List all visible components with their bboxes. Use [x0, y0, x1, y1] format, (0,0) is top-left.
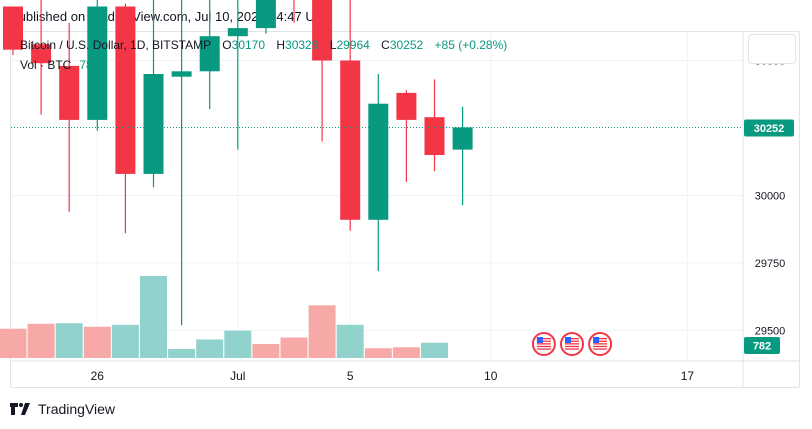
volume-bar — [392, 347, 420, 358]
volume-bar — [0, 328, 27, 358]
y-tick-label: 30000 — [755, 191, 786, 203]
volume-bar — [27, 323, 55, 358]
x-tick-label: 10 — [484, 369, 498, 383]
candle-body — [115, 6, 136, 174]
candle-body — [368, 103, 389, 220]
volume-bar — [308, 305, 336, 358]
x-tick-label: 17 — [681, 369, 695, 383]
candle-body — [312, 0, 333, 61]
candle-body — [143, 74, 164, 174]
footer-brand-name: TradingView — [38, 401, 116, 417]
candle-body — [340, 60, 361, 220]
volume-bar — [252, 343, 280, 358]
candle-body — [3, 6, 23, 50]
volume-bar — [140, 276, 167, 358]
volume-bar — [364, 348, 392, 358]
legend-high-label: H — [276, 38, 286, 52]
candle-body — [452, 127, 473, 150]
us-flag-icon — [560, 332, 584, 356]
candle-body — [199, 36, 220, 72]
chart-settings-button[interactable] — [748, 34, 796, 64]
candle-body — [87, 6, 108, 120]
volume-value: 782 — [79, 58, 100, 72]
legend-symbol: Bitcoin / U.S. Dollar, 1D, BITSTAMP — [20, 38, 211, 52]
y-tick-label: 29750 — [755, 258, 786, 270]
chart-frame[interactable] — [10, 31, 800, 388]
candle-body — [255, 0, 276, 29]
legend-open-label: O — [222, 38, 232, 52]
candle-body — [424, 117, 445, 155]
x-tick-label: 26 — [91, 369, 105, 383]
candle-body — [59, 65, 80, 120]
volume-bar — [336, 324, 364, 358]
us-flag-icon — [531, 332, 556, 356]
volume-bar — [111, 324, 139, 358]
legend-close-label: C — [381, 38, 390, 52]
candle-body — [396, 92, 417, 120]
candle-body — [227, 28, 248, 37]
volume-legend: Vol · BTC 782 — [20, 58, 99, 72]
us-flag-icon — [588, 332, 613, 356]
legend-low-label: L — [329, 38, 337, 52]
volume-bar — [196, 339, 224, 358]
candle-body — [171, 71, 192, 77]
last-volume-tag — [744, 337, 780, 354]
candle-body — [31, 44, 52, 64]
legend-close: 30252 — [389, 38, 424, 52]
volume-bar — [224, 330, 252, 358]
volume-bar — [55, 323, 83, 358]
last-price-label: 30252 — [754, 123, 785, 135]
x-tick-label: 5 — [347, 369, 354, 383]
x-tick-label: Jul — [230, 369, 245, 383]
legend-change: +85 (+0.28%) — [434, 38, 508, 52]
volume-bar — [83, 326, 111, 358]
last-price-tag — [744, 119, 794, 137]
chart-legend: Bitcoin / U.S. Dollar, 1D, BITSTAMP O301… — [20, 38, 507, 52]
tradingview-logo-icon — [10, 403, 30, 415]
footer-brand: TradingView — [10, 401, 115, 417]
y-tick-label: 29500 — [755, 326, 786, 338]
legend-high: 30329 — [285, 38, 319, 52]
legend-open: 30170 — [231, 38, 266, 52]
volume-bar — [280, 337, 308, 358]
volume-bar — [168, 349, 196, 358]
volume-bar — [421, 342, 448, 358]
volume-label: Vol · BTC — [20, 58, 72, 72]
legend-low: 29964 — [336, 38, 370, 52]
last-volume-label: 782 — [753, 341, 771, 353]
